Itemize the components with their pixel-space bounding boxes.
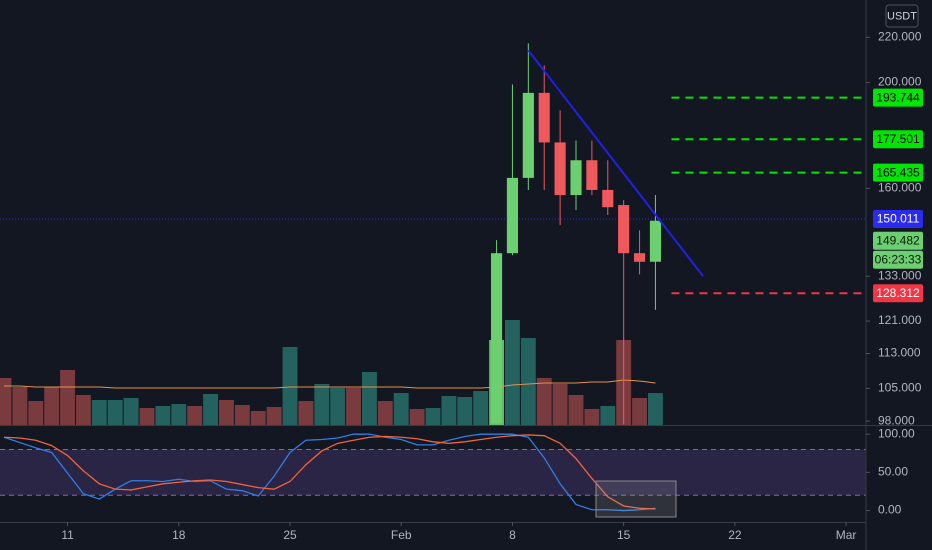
- volume-bar: [282, 347, 298, 425]
- y-tick-label: 160.000: [878, 181, 922, 195]
- price-tag: [873, 163, 923, 182]
- y-tick-label: 113.000: [878, 346, 921, 360]
- stoch-line: [3, 433, 656, 512]
- volume-bar: [203, 394, 218, 425]
- candle-body: [554, 142, 566, 196]
- volume-bar: [91, 400, 107, 425]
- stoch-layer: [0, 433, 866, 512]
- price-tag: [873, 210, 923, 229]
- volume-bar: [520, 338, 536, 425]
- volume-bar: [393, 393, 409, 425]
- price-tag-label: 150.011: [877, 212, 920, 226]
- candle-body: [649, 220, 662, 262]
- y-tick-label: 133.000: [878, 268, 922, 282]
- price-tag: [873, 88, 923, 107]
- currency: USDT: [887, 10, 917, 22]
- candle-body: [506, 177, 519, 254]
- price-tag-label: 128.312: [876, 286, 920, 300]
- volume-bar: [12, 387, 28, 425]
- volume-bar: [234, 405, 250, 425]
- volume-bar: [171, 404, 187, 425]
- volume-bar: [330, 388, 346, 425]
- volume-bar: [298, 401, 314, 425]
- candle-body: [570, 160, 582, 196]
- x-tick-label: 25: [283, 528, 297, 542]
- volume-bar: [123, 398, 139, 425]
- volume-bar: [441, 396, 457, 425]
- volume-bar: [362, 372, 377, 425]
- x-tick-label: 11: [61, 528, 74, 542]
- volume-bar: [187, 406, 203, 425]
- candle-body: [586, 160, 598, 190]
- volume-bar: [425, 408, 441, 425]
- axis-layer: 220.000 200.000 160.000 133.000 121.000 113.0…: [61, 29, 923, 542]
- y-tick-label: 98.000: [878, 413, 915, 427]
- y-tick-label: 0.00: [878, 503, 902, 517]
- y-tick-label: 100.00: [878, 426, 915, 440]
- x-tick-label: 8: [509, 528, 516, 542]
- volume-bar: [568, 395, 584, 425]
- price-tag-label: 177.501: [876, 132, 920, 146]
- volume-bar: [0, 378, 12, 425]
- x-tick-label: 18: [172, 528, 186, 542]
- candle-body: [618, 205, 630, 254]
- candle-body: [522, 92, 534, 178]
- volume-bar: [44, 387, 60, 425]
- volume-bar: [505, 320, 520, 425]
- stoch-line: [3, 434, 656, 510]
- volume-bar: [314, 384, 330, 425]
- countdown: 06:23:33: [875, 252, 922, 266]
- volume-bar: [377, 401, 393, 425]
- y-tick-label: 121.000: [878, 313, 922, 327]
- x-tick-label: 22: [728, 528, 742, 542]
- trendline: [527, 49, 704, 277]
- volume-bar: [536, 378, 552, 425]
- candle-body: [490, 253, 503, 424]
- volume-bar: [457, 397, 473, 425]
- volume-bar: [219, 400, 234, 425]
- y-tick-label: 220.000: [878, 29, 922, 43]
- volume-bar: [584, 409, 600, 425]
- currency-box: [885, 4, 919, 28]
- volume-bar: [346, 388, 361, 425]
- volume-bar: [473, 391, 489, 425]
- volume-bar: [155, 406, 171, 425]
- price-tag-label: 165.435: [876, 165, 920, 179]
- volume-bar: [552, 384, 568, 425]
- y-tick-label: 200.000: [878, 75, 922, 89]
- candle-body: [633, 253, 646, 262]
- x-tick-label: Mar: [836, 528, 857, 542]
- y-tick-label: 105.000: [878, 381, 922, 395]
- volume-layer: [0, 320, 663, 425]
- price-layer: [0, 43, 866, 425]
- x-tick-label: 15: [617, 528, 631, 542]
- x-tick-label: Feb: [391, 528, 412, 542]
- volume-bar: [266, 407, 282, 425]
- volume-bar: [60, 370, 75, 425]
- volume-bar: [139, 408, 155, 425]
- volume-bar: [632, 398, 647, 425]
- volume-bar: [409, 409, 425, 425]
- last-price-label: 149.482: [876, 233, 920, 247]
- volume-bar: [250, 411, 266, 425]
- volume-bar: [107, 400, 123, 425]
- volume-bar: [28, 401, 44, 425]
- last-price-tag: [873, 231, 923, 250]
- price-tag-label: 193.744: [876, 90, 920, 104]
- volume-ma: [4, 379, 656, 389]
- volume-bar: [648, 393, 663, 425]
- y-tick-label: 50.00: [878, 465, 908, 479]
- highlight-box: [595, 480, 677, 518]
- price-tag: [873, 284, 923, 303]
- price-tag: [873, 130, 923, 149]
- volume-bar: [600, 406, 616, 425]
- countdown-tag: [873, 250, 923, 269]
- band-fill: [0, 449, 866, 496]
- candle-body: [602, 189, 614, 208]
- volume-bar: [76, 395, 91, 425]
- candle-body: [538, 92, 550, 143]
